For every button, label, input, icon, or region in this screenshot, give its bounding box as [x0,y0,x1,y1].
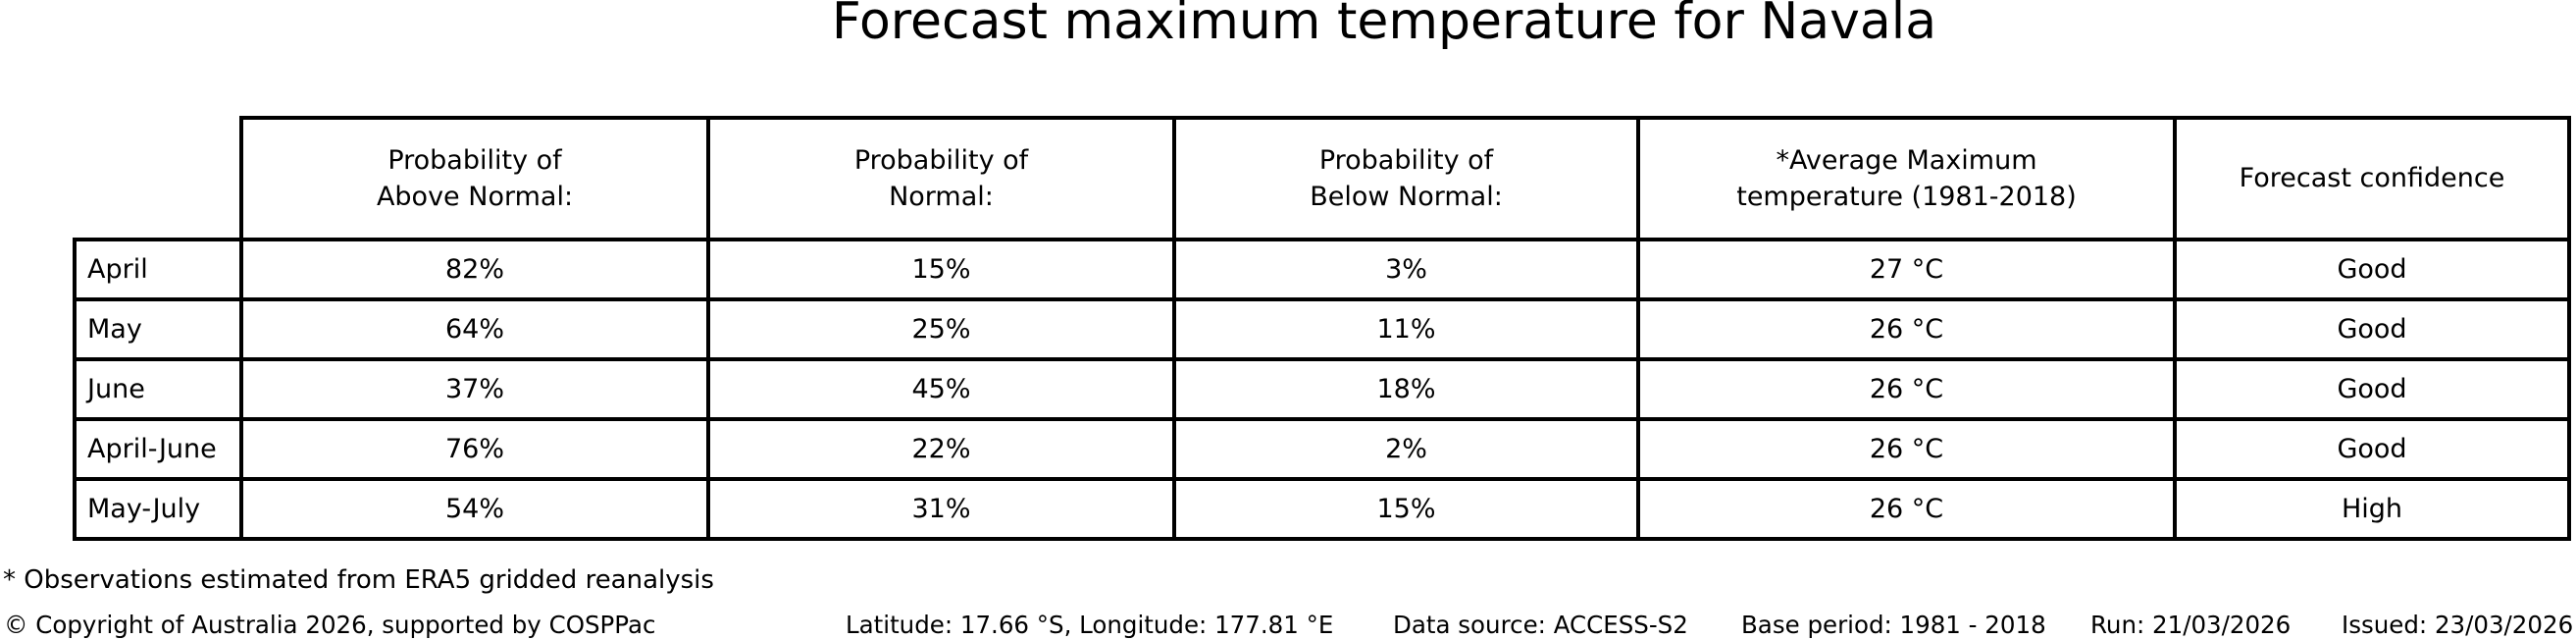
header-normal: Probability of Normal: [706,116,1176,241]
header-line: Normal: [889,182,994,212]
table-row-april: April 82% 15% 3% 27 °C Good [73,238,2571,301]
header-line: Below Normal: [1310,182,1503,212]
cell-period: April [73,238,243,301]
header-average-max-temperature: *Average Maximum temperature (1981-2018) [1636,116,2177,241]
copyright-text: © Copyright of Australia 2026, supported… [4,611,656,639]
cell-period: May [73,297,243,361]
cell-above-normal: 64% [239,297,710,361]
cell-confidence: Good [2173,417,2571,481]
header-line: Probability of [853,144,1029,176]
cell-confidence: High [2173,477,2571,541]
header-empty-cell [75,118,241,240]
run-date-text: Run: 21/03/2026 [2090,611,2292,639]
table-row-june: June 37% 45% 18% 26 °C Good [73,357,2571,421]
header-line: temperature (1981-2018) [1736,182,2077,212]
observations-footnote: * Observations estimated from ERA5 gridd… [3,565,714,595]
issued-date-text: Issued: 23/03/2026 [2342,611,2574,639]
cell-normal: 15% [706,238,1176,301]
data-source-text: Data source: ACCESS-S2 [1393,611,1688,639]
cell-confidence: Good [2173,297,2571,361]
table-row-may: May 64% 25% 11% 26 °C Good [73,297,2571,361]
header-line: Probability of [387,144,562,176]
cell-average-max: 26 °C [1636,417,2177,481]
cell-period: June [73,357,243,421]
cell-average-max: 27 °C [1636,238,2177,301]
cell-normal: 45% [706,357,1176,421]
table-header-row: Probability of Above Normal: Probability… [75,116,2571,241]
cell-average-max: 26 °C [1636,477,2177,541]
forecast-table: Probability of Above Normal: Probability… [73,116,2571,541]
header-line: Above Normal: [376,182,574,212]
cell-confidence: Good [2173,238,2571,301]
cell-average-max: 26 °C [1636,357,2177,421]
location-text: Latitude: 17.66 °S, Longitude: 177.81 °E [846,611,1334,639]
table-row-may-july: May-July 54% 31% 15% 26 °C High [73,477,2571,541]
cell-normal: 31% [706,477,1176,541]
header-above-normal: Probability of Above Normal: [239,116,710,241]
cell-period: May-July [73,477,243,541]
table-row-april-june: April-June 76% 22% 2% 26 °C Good [73,417,2571,481]
page-title: Forecast maximum temperature for Navala [831,0,1937,51]
cell-below-normal: 2% [1172,417,1640,481]
cell-above-normal: 82% [239,238,710,301]
cell-below-normal: 3% [1172,238,1640,301]
cell-normal: 25% [706,297,1176,361]
cell-below-normal: 18% [1172,357,1640,421]
cell-above-normal: 37% [239,357,710,421]
cell-average-max: 26 °C [1636,297,2177,361]
cell-above-normal: 76% [239,417,710,481]
cell-below-normal: 11% [1172,297,1640,361]
header-forecast-confidence: Forecast confidence [2173,116,2571,241]
header-line: Forecast confidence [2239,163,2505,194]
cell-below-normal: 15% [1172,477,1640,541]
cell-above-normal: 54% [239,477,710,541]
header-below-normal: Probability of Below Normal: [1172,116,1640,241]
cell-period: April-June [73,417,243,481]
cell-normal: 22% [706,417,1176,481]
header-line: *Average Maximum [1776,144,2037,176]
header-line: Probability of [1318,144,1494,176]
cell-confidence: Good [2173,357,2571,421]
base-period-text: Base period: 1981 - 2018 [1741,611,2046,639]
